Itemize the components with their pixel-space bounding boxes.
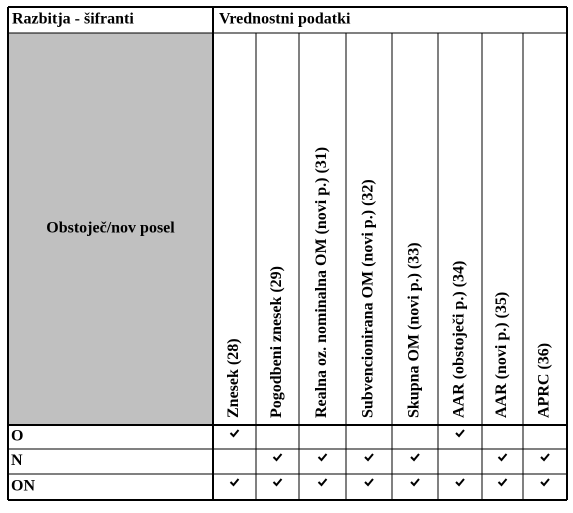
check-mark xyxy=(410,453,420,462)
row-label: ON xyxy=(11,478,35,495)
check-mark xyxy=(317,453,328,462)
column-header: Subvencionirana OM (novi p.) (32) xyxy=(360,179,377,418)
column-header: APRC (36) xyxy=(536,343,553,418)
column-header: Znesek (28) xyxy=(225,338,242,418)
check-mark xyxy=(540,478,550,487)
column-header: Skupna OM (novi p.) (33) xyxy=(406,242,423,418)
check-mark xyxy=(455,478,465,487)
check-mark xyxy=(272,478,283,487)
group-header: Razbitja - šifranti xyxy=(12,11,134,28)
check-mark xyxy=(317,478,328,487)
check-mark xyxy=(229,429,240,438)
column-header: Realna oz. nominalna OM (novi p.) (31) xyxy=(313,147,330,418)
column-header: Pogodbeni znesek (29) xyxy=(268,266,285,418)
row-header: Obstoječ/nov posel xyxy=(46,220,175,237)
check-mark xyxy=(455,429,465,438)
row-header-cell xyxy=(8,33,213,425)
check-mark xyxy=(364,453,374,462)
check-mark xyxy=(272,453,283,462)
check-mark xyxy=(410,478,420,487)
check-mark xyxy=(229,478,240,487)
check-mark xyxy=(497,478,508,487)
check-mark xyxy=(497,453,508,462)
row-label: O xyxy=(11,428,23,445)
column-header: AAR (obstoječi p.) (34) xyxy=(451,261,468,418)
column-header: AAR (novi p.) (35) xyxy=(493,292,510,418)
group-header: Vrednostni podatki xyxy=(219,11,351,28)
row-label: N xyxy=(11,452,23,469)
check-mark xyxy=(540,453,550,462)
check-mark xyxy=(364,478,374,487)
